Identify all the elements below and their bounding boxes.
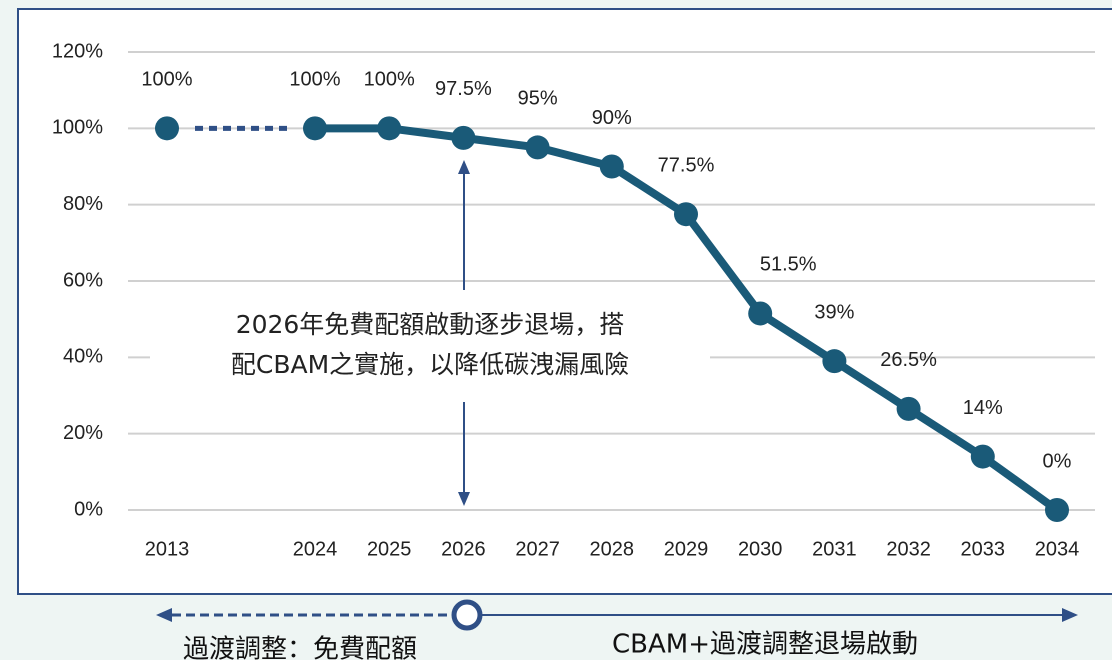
marker bbox=[451, 125, 476, 150]
data-label: 39% bbox=[814, 301, 854, 323]
x-tick-label: 2032 bbox=[886, 538, 931, 560]
x-tick-label: 2031 bbox=[812, 538, 857, 560]
x-tick-label: 2033 bbox=[961, 538, 1006, 560]
y-tick-label: 80% bbox=[63, 193, 103, 215]
data-label: 14% bbox=[963, 397, 1003, 419]
y-tick-label: 100% bbox=[52, 117, 103, 139]
y-tick-label: 120% bbox=[52, 40, 103, 62]
arrow-head bbox=[458, 492, 470, 506]
x-tick-label: 2026 bbox=[441, 538, 486, 560]
arrow-head bbox=[156, 608, 172, 622]
data-label: 51.5% bbox=[760, 254, 817, 276]
marker bbox=[525, 135, 550, 160]
marker bbox=[896, 396, 921, 421]
marker bbox=[970, 444, 995, 469]
y-tick-label: 20% bbox=[63, 422, 103, 444]
data-label: 100% bbox=[141, 69, 192, 91]
x-tick-label: 2024 bbox=[293, 538, 338, 560]
y-tick-label: 0% bbox=[74, 498, 103, 520]
x-tick-label: 2029 bbox=[664, 538, 709, 560]
data-label: 26.5% bbox=[880, 349, 937, 371]
data-label: 90% bbox=[592, 107, 632, 129]
timeline-node bbox=[451, 599, 483, 631]
arrow-head bbox=[458, 160, 470, 174]
data-label: 0% bbox=[1043, 450, 1072, 472]
y-tick-label: 40% bbox=[63, 346, 103, 368]
arrow-head bbox=[1062, 608, 1078, 622]
marker bbox=[599, 154, 624, 179]
annotation: 2026年免費配額啟動逐步退場，搭 bbox=[236, 310, 625, 339]
timeline-label: CBAM+過渡調整退場啟動 bbox=[612, 630, 918, 660]
marker bbox=[822, 349, 847, 374]
x-tick-label: 2013 bbox=[145, 538, 190, 560]
marker bbox=[748, 301, 773, 326]
x-tick-label: 2025 bbox=[367, 538, 412, 560]
marker bbox=[377, 116, 402, 141]
marker bbox=[155, 116, 179, 141]
x-tick-label: 2034 bbox=[1035, 538, 1080, 560]
data-label: 100% bbox=[364, 69, 415, 91]
data-label: 97.5% bbox=[435, 78, 492, 100]
y-tick-label: 60% bbox=[63, 269, 103, 291]
timeline-label: 過渡調整：免費配額 bbox=[183, 635, 417, 660]
annotation-box bbox=[150, 298, 710, 398]
data-label: 77.5% bbox=[658, 154, 715, 176]
data-label: 95% bbox=[518, 88, 558, 110]
data-label: 100% bbox=[289, 69, 340, 91]
marker bbox=[303, 116, 327, 141]
marker bbox=[1045, 498, 1069, 522]
x-tick-label: 2030 bbox=[738, 538, 783, 560]
x-tick-label: 2027 bbox=[515, 538, 560, 560]
marker bbox=[674, 202, 698, 227]
x-tick-label: 2028 bbox=[590, 538, 635, 560]
annotation: 配CBAM之實施，以降低碳洩漏風險 bbox=[231, 350, 629, 379]
